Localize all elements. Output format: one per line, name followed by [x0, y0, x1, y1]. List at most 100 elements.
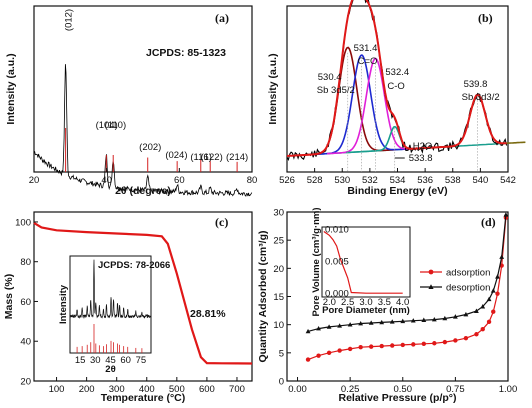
adsorption-point — [305, 357, 311, 362]
peak-label: (116) — [190, 152, 211, 163]
desorption-point — [368, 320, 374, 325]
adsorption-point — [442, 339, 448, 345]
adsorption-point — [453, 338, 458, 343]
bet-y-tick-label: 5 — [279, 348, 284, 359]
tga-x-tick-label: 700 — [229, 384, 245, 395]
xps-x-tick-label: 534 — [390, 175, 406, 186]
xps-x-tick-label: 536 — [417, 175, 433, 186]
desorption-point — [431, 316, 437, 322]
bet-x-tick-label: 0.25 — [341, 384, 360, 395]
adsorption-point — [411, 342, 416, 347]
inset-x-tick-label: 15 — [75, 355, 86, 366]
panel-label-c: (c) — [215, 215, 228, 229]
bet-x-tick-label: 0.75 — [446, 384, 465, 395]
adsorption-point — [379, 343, 384, 349]
desorption-point — [499, 254, 505, 259]
adsorption-point — [337, 348, 342, 353]
desorption-point — [474, 308, 479, 313]
peak-value-label: 531.4 — [354, 43, 378, 54]
peak-name-label: C=O — [358, 56, 378, 67]
adsorption-point — [486, 319, 492, 325]
peak-label: (202) — [139, 142, 161, 153]
xps-x-tick-label: 538 — [445, 175, 461, 186]
adsorption-point — [491, 309, 496, 314]
xps-x-tick-label: 530 — [334, 175, 350, 186]
desorption-point — [490, 288, 496, 293]
desorption-point — [452, 314, 458, 319]
desorption-point — [326, 324, 332, 329]
inset-y-tick-label: 0.000 — [325, 288, 349, 299]
inset-y-axis-label: Pore Volume (cm³/g·nm) — [311, 207, 322, 316]
adsorption-point — [368, 344, 374, 349]
tga-y-tick-label: 40 — [20, 337, 31, 348]
adsorption-point — [347, 346, 353, 352]
desorption-point — [400, 318, 406, 324]
desorption-point — [495, 274, 500, 279]
inset-reference-label: JCPDS: 78-2066 — [98, 260, 170, 271]
peak-label: (110) — [105, 120, 126, 131]
desorption-point — [463, 311, 469, 317]
desorption-point — [358, 320, 364, 326]
bet-y-tick-label: 10 — [273, 320, 284, 331]
desorption-point — [347, 322, 353, 327]
tga-x-tick-label: 600 — [199, 384, 215, 395]
xps-x-axis-label: Binding Energy (eV) — [347, 185, 447, 197]
panel-c-frame — [33, 211, 253, 382]
bet-y-axis-label: Quantity Adsorbed (cm³/g) — [257, 230, 269, 362]
xrd-pattern-line — [33, 64, 253, 197]
adsorption-point — [463, 335, 469, 341]
panel-label-a: (a) — [215, 11, 229, 25]
inset-y-axis-label: Intensity — [58, 284, 69, 324]
peak-value-label: 532.4 — [385, 67, 409, 78]
xps-y-axis-label: Intensity (a.u.) — [267, 53, 279, 124]
panel-label-d: (d) — [481, 215, 496, 229]
peak-label: (012) — [64, 9, 75, 31]
bet-x-tick-label: 0.50 — [394, 384, 413, 395]
xps-x-tick-label: 526 — [279, 175, 295, 186]
desorption-point — [379, 319, 385, 325]
pore-distribution-line — [323, 231, 403, 294]
tga-y-axis-label: Mass (%) — [3, 274, 15, 320]
tga-mass-line — [33, 221, 253, 365]
inset-xrd-line — [69, 259, 152, 320]
bet-x-axis-label: Relative Pressure (p/p°) — [339, 392, 457, 404]
adsorption-point — [495, 291, 500, 296]
bet-y-tick-label: 20 — [273, 264, 284, 275]
tga-x-tick-label: 500 — [169, 384, 185, 395]
tga-x-tick-label: 200 — [79, 384, 95, 395]
inset-x-tick-label: 60 — [120, 355, 131, 366]
inset-y-tick-label: 0.010 — [325, 225, 349, 236]
desorption-point — [503, 212, 509, 217]
adsorption-point — [400, 342, 405, 348]
peak-name-label: C-O — [387, 81, 404, 92]
inset-x-tick-label: 75 — [136, 355, 147, 366]
tga-x-axis-label: Temperature (°C) — [101, 392, 186, 404]
xps-x-tick-label: 532 — [362, 175, 378, 186]
adsorption-point — [326, 350, 332, 356]
adsorption-point — [390, 343, 395, 348]
desorption-point — [337, 323, 343, 328]
bet-x-tick-label: 1.00 — [499, 384, 518, 395]
peak-value-label: 530.4 — [318, 72, 342, 83]
tga-x-tick-label: 300 — [109, 384, 125, 395]
xrd-x-axis-label: 2θ (degree) — [115, 185, 171, 197]
tga-y-tick-label: 100 — [15, 217, 31, 228]
inset-x-tick-label: 45 — [105, 355, 116, 366]
xps-x-tick-label: 528 — [307, 175, 323, 186]
peak-name-label: Sb 3d3/2 — [462, 92, 500, 103]
bet-x-tick-label: 0.00 — [288, 384, 307, 395]
desorption-point — [442, 315, 448, 321]
bet-y-tick-label: 25 — [273, 236, 284, 247]
desorption-point — [410, 318, 416, 323]
adsorption-point — [432, 341, 437, 346]
desorption-point — [316, 326, 321, 331]
inset-d-frame — [321, 226, 411, 298]
xrd-x-tick-label: 80 — [247, 175, 258, 186]
tga-y-tick-label: 80 — [20, 257, 31, 268]
inset-x-axis-label: Pore Diameter (nm) — [322, 305, 410, 316]
peak-label: (122) — [201, 152, 223, 163]
adsorption-point — [316, 353, 321, 358]
xps-envelope-line — [286, 0, 507, 157]
xrd-x-tick-label: 20 — [29, 175, 40, 186]
inset-x-axis-label: 2θ — [105, 364, 115, 375]
